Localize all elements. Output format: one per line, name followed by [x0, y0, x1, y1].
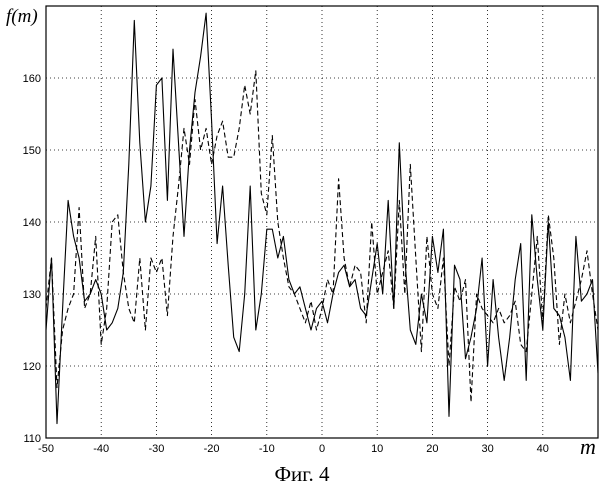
grid-lines	[46, 6, 598, 438]
y-axis-label: f(m)	[6, 6, 38, 27]
x-axis-label: m	[580, 434, 596, 459]
y-tick-label: 110	[23, 433, 41, 445]
line-chart: -50-40-30-20-100102030401101201301401501…	[0, 0, 604, 460]
x-tick-label: -20	[204, 443, 220, 455]
x-tick-label: -30	[148, 443, 164, 455]
x-tick-label: 30	[481, 443, 493, 455]
y-tick-label: 150	[23, 145, 41, 157]
x-tick-label: 10	[371, 443, 383, 455]
y-tick-label: 140	[23, 217, 41, 229]
x-tick-label: 20	[426, 443, 438, 455]
y-tick-label: 130	[23, 289, 41, 301]
y-tick-label: 160	[23, 73, 41, 85]
x-tick-label: -40	[93, 443, 109, 455]
x-tick-label: -10	[259, 443, 275, 455]
series-line-dashed	[46, 71, 598, 402]
y-tick-label: 120	[23, 361, 41, 373]
figure-caption: Фиг. 4	[0, 462, 604, 487]
x-tick-label: 40	[537, 443, 549, 455]
x-tick-label: 0	[319, 443, 325, 455]
